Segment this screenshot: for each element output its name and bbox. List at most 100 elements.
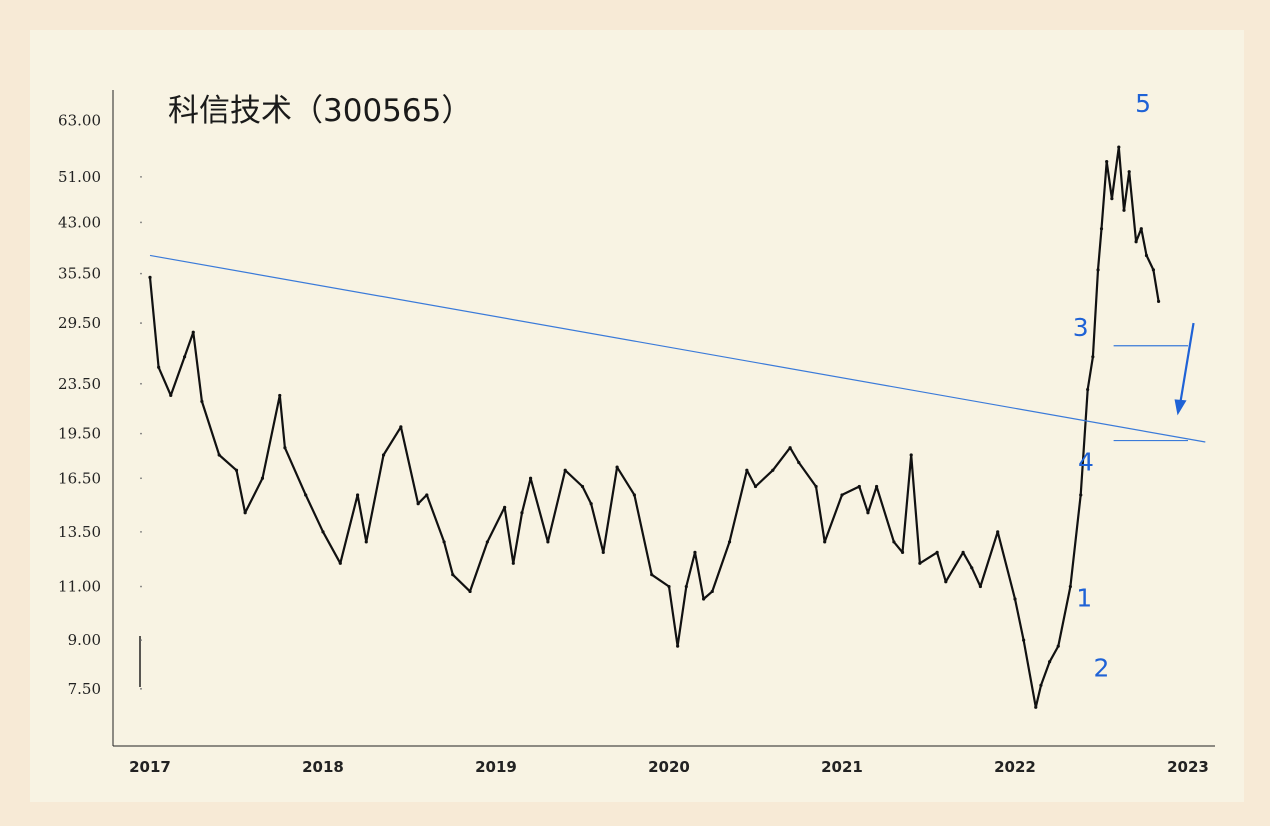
wave-label-1: 1 [1076,584,1092,613]
x-tick-label: 2022 [994,758,1036,776]
price-point [260,476,265,480]
y-tick-label: 19.50 [58,425,101,443]
price-point [771,468,775,472]
y-tick-label: 29.50 [58,314,101,332]
price-point [814,484,818,489]
price-point [840,493,844,497]
price-point [1139,227,1143,231]
price-point [1048,660,1052,664]
price-point [338,561,342,565]
x-tick-label: 2020 [648,758,690,776]
price-point [710,589,714,594]
x-tick-label: 2017 [129,758,171,776]
price-point [944,580,948,584]
price-point [1013,597,1017,601]
price-point [1117,145,1121,149]
y-tick-dot [140,382,142,385]
price-point [823,540,827,544]
y-tick-dot [140,322,142,324]
y-tick-label: 13.50 [58,523,101,541]
y-tick-label: 35.50 [58,265,101,283]
price-point [797,460,801,465]
price-point [961,550,965,555]
y-tick-dot [140,530,142,533]
y-tick-label: 51.00 [58,168,101,186]
price-point [1022,638,1026,642]
price-point [442,540,446,544]
y-tick-label: 9.00 [68,631,101,649]
wave-label-3: 3 [1073,313,1089,342]
price-point [918,561,922,565]
x-tick-label: 2019 [475,758,517,776]
x-axis-ticks: 2017 2018 2019 2020 2021 2022 2023 [129,758,1209,776]
price-point [520,511,524,515]
down-arrow-head [1174,399,1187,416]
price-point [970,566,974,570]
price-point [1105,159,1109,164]
price-chart: 科信技术（300565） 63.0051.0043.0035.5029.5023… [58,89,1215,776]
price-point [1068,584,1072,589]
price-point [1144,253,1149,258]
wave-label-5: 5 [1135,89,1151,118]
price-point [511,561,515,565]
price-point [234,468,239,472]
price-point [1134,240,1138,244]
price-point [1096,268,1100,272]
y-tick-dot [140,687,142,690]
price-point [857,484,861,489]
price-point [1086,387,1090,392]
price-point [243,511,247,515]
price-point [684,584,688,589]
price-point [157,365,161,369]
price-point [356,493,360,497]
price-point [217,453,221,457]
price-point [601,550,605,555]
price-point [1127,170,1131,174]
price-point [283,446,287,450]
price-point [996,530,1000,534]
wave-annotations: 1 2 3 4 5 [149,89,1206,683]
price-point [753,484,758,489]
price-point [727,540,732,544]
price-point [900,550,905,555]
price-point [667,584,671,589]
price-point [529,476,533,480]
price-point [935,550,939,555]
price-point [381,453,386,457]
price-point [788,446,792,450]
price-point [875,484,879,489]
price-point [693,550,697,555]
price-point [200,399,204,404]
price-point [304,493,308,497]
price-point [416,502,420,506]
price-point [1156,299,1161,303]
price-line [148,146,1160,709]
wave-label-4: 4 [1078,447,1094,476]
price-point [546,540,550,544]
y-tick-dot [140,221,142,224]
price-point [321,530,325,534]
price-point [425,493,429,497]
y-tick-label: 23.50 [58,375,101,393]
x-tick-label: 2018 [302,758,344,776]
price-point [1034,705,1038,709]
x-tick-label: 2021 [821,758,863,776]
price-point [169,393,173,398]
price-point [1099,227,1104,231]
price-point [148,275,152,280]
y-tick-dot [140,175,142,178]
price-point [364,540,368,544]
y-tick-dot [140,477,142,480]
price-point [866,511,870,515]
price-point [485,540,489,544]
y-tick-label: 16.50 [58,469,101,487]
price-point [183,355,187,359]
price-series [148,145,1161,709]
y-tick-dot [140,432,142,435]
price-point [650,573,654,577]
y-tick-label: 63.00 [58,111,101,129]
price-point [702,597,706,601]
price-point [1151,268,1155,272]
y-tick-dot [140,639,142,642]
price-point [278,393,282,398]
